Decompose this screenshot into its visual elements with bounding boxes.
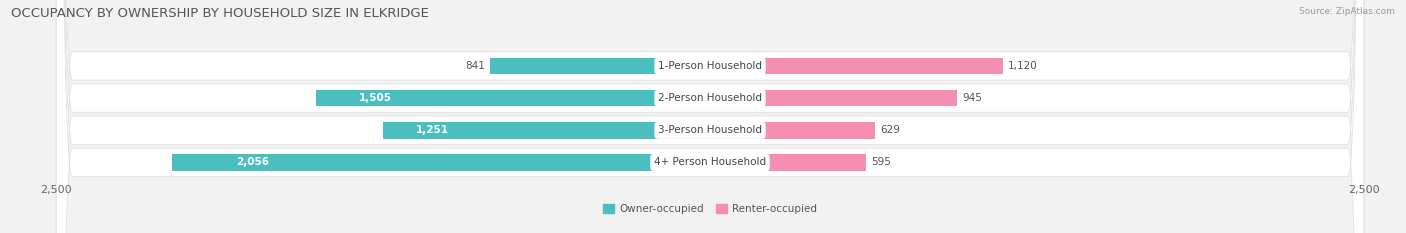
Bar [491, 58, 710, 74]
Text: OCCUPANCY BY OWNERSHIP BY HOUSEHOLD SIZE IN ELKRIDGE: OCCUPANCY BY OWNERSHIP BY HOUSEHOLD SIZE… [11, 7, 429, 20]
Text: 1,505: 1,505 [359, 93, 392, 103]
Text: 629: 629 [880, 125, 900, 135]
Text: 945: 945 [962, 93, 983, 103]
Text: 3-Person Household: 3-Person Household [658, 125, 762, 135]
Text: 4+ Person Household: 4+ Person Household [654, 158, 766, 168]
Bar [382, 122, 710, 139]
FancyBboxPatch shape [56, 0, 1364, 233]
Text: 1-Person Household: 1-Person Household [658, 61, 762, 71]
Bar [710, 122, 875, 139]
Bar [710, 90, 957, 106]
Text: 1,120: 1,120 [1008, 61, 1038, 71]
Text: 1,251: 1,251 [415, 125, 449, 135]
Text: 841: 841 [465, 61, 485, 71]
Bar [316, 90, 710, 106]
Text: Source: ZipAtlas.com: Source: ZipAtlas.com [1299, 7, 1395, 16]
FancyBboxPatch shape [56, 0, 1364, 233]
Bar [710, 58, 1002, 74]
Text: 595: 595 [870, 158, 891, 168]
Text: 2-Person Household: 2-Person Household [658, 93, 762, 103]
Text: 2,056: 2,056 [236, 158, 270, 168]
Legend: Owner-occupied, Renter-occupied: Owner-occupied, Renter-occupied [603, 204, 817, 214]
Bar [173, 154, 710, 171]
Bar [710, 154, 866, 171]
FancyBboxPatch shape [56, 0, 1364, 233]
FancyBboxPatch shape [56, 0, 1364, 233]
